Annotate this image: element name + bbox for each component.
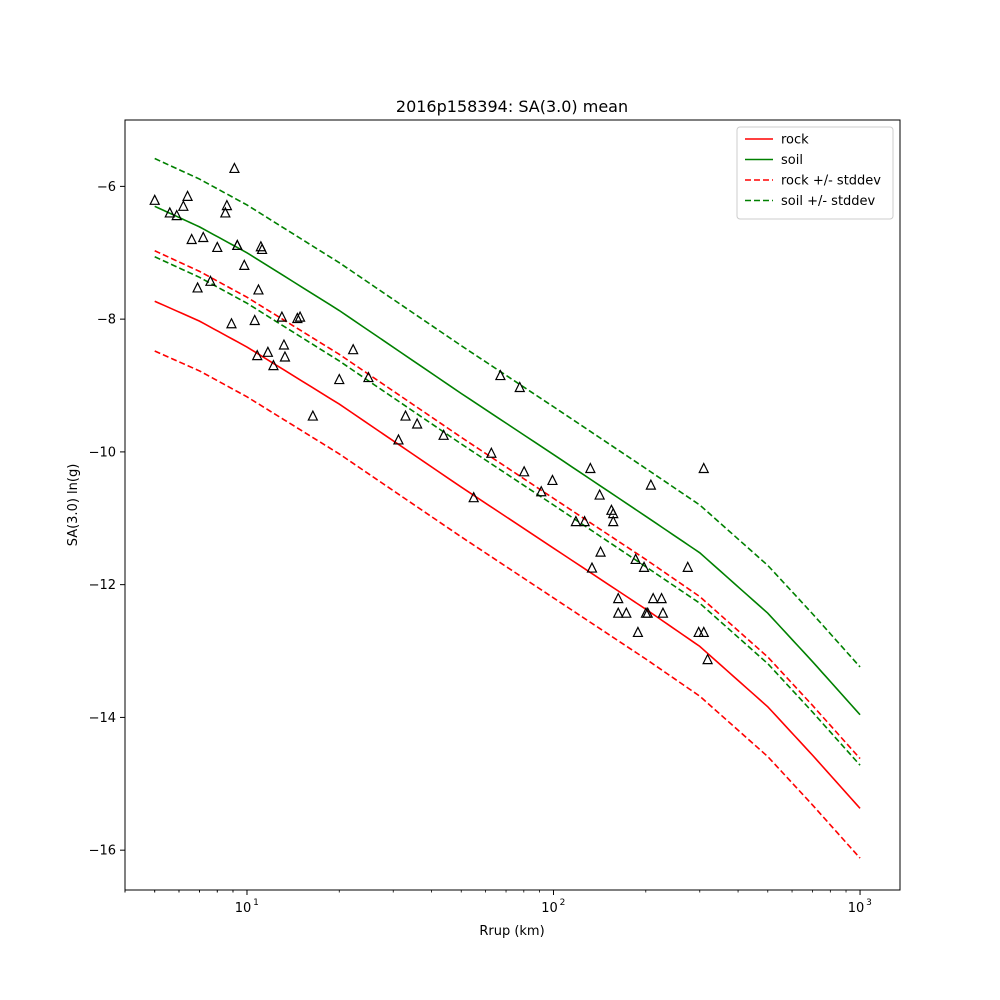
legend-label-soil-stddev: soil +/- stddev bbox=[781, 194, 876, 209]
observation-point bbox=[256, 243, 268, 255]
y-axis: −6 −8 −10 −12 −14 −16 bbox=[89, 180, 125, 859]
legend-label-rock: rock bbox=[781, 133, 809, 148]
observation-point bbox=[698, 462, 710, 474]
observation-point bbox=[249, 314, 261, 326]
observation-point bbox=[607, 515, 619, 527]
observation-point bbox=[594, 488, 606, 500]
observation-point bbox=[171, 209, 183, 221]
observation-point bbox=[362, 371, 374, 383]
observation-point bbox=[620, 606, 632, 618]
observation-point bbox=[485, 446, 497, 458]
series-line-rock-stddev-3 bbox=[154, 350, 861, 859]
observation-point bbox=[231, 239, 243, 251]
observation-point bbox=[192, 281, 204, 293]
observation-point bbox=[630, 553, 642, 565]
x-tick-exponent: 3 bbox=[866, 898, 872, 908]
series-line-soil-1 bbox=[154, 205, 861, 716]
observation-point bbox=[400, 409, 411, 421]
observation-point bbox=[702, 653, 714, 665]
observation-point bbox=[656, 592, 668, 604]
observation-point bbox=[225, 317, 237, 329]
y-tick-label: −6 bbox=[97, 180, 116, 195]
observation-point bbox=[262, 345, 274, 357]
observation-point bbox=[612, 606, 624, 618]
y-tick-label: −8 bbox=[97, 313, 116, 328]
observation-point bbox=[514, 381, 526, 393]
observation-point bbox=[333, 373, 345, 385]
observation-point bbox=[546, 474, 558, 486]
observation-point bbox=[392, 433, 404, 445]
legend-label-soil: soil bbox=[781, 153, 803, 168]
observation-point bbox=[468, 491, 480, 503]
observation-point bbox=[197, 231, 209, 243]
observation-point bbox=[279, 350, 291, 362]
observation-point bbox=[347, 343, 359, 355]
observation-point bbox=[579, 515, 591, 527]
series-line-soil-stddev-5 bbox=[154, 256, 861, 766]
observation-point bbox=[204, 274, 216, 286]
legend-label-rock-stddev: rock +/- stddev bbox=[781, 174, 881, 189]
observation-point bbox=[307, 409, 319, 421]
observation-point bbox=[211, 241, 223, 253]
observation-point bbox=[221, 199, 233, 211]
legend-box bbox=[736, 126, 894, 220]
observation-point bbox=[219, 206, 231, 218]
x-tick-exponent: 1 bbox=[253, 898, 259, 908]
observation-point bbox=[570, 515, 582, 527]
observation-point bbox=[186, 233, 198, 245]
observation-point bbox=[535, 485, 547, 497]
observation-point bbox=[612, 592, 624, 604]
legend: rock soil rock +/- stddev soil +/- stddev bbox=[736, 126, 894, 220]
observation-point bbox=[228, 162, 240, 174]
observation-point bbox=[698, 626, 710, 638]
observation-point bbox=[657, 606, 669, 618]
observation-point bbox=[584, 462, 596, 474]
observation-point bbox=[682, 561, 694, 572]
observation-point bbox=[251, 349, 263, 361]
observation-point bbox=[177, 199, 189, 211]
x-tick-label: 10 bbox=[848, 901, 865, 916]
y-axis-label: SA(3.0) ln(g) bbox=[66, 464, 81, 547]
x-tick-exponent: 2 bbox=[560, 898, 566, 908]
observation-point bbox=[642, 606, 654, 618]
observation-point bbox=[164, 206, 176, 218]
observation-point bbox=[411, 417, 423, 429]
observation-point bbox=[645, 478, 657, 490]
observation-point bbox=[238, 259, 250, 270]
observation-point bbox=[252, 283, 264, 295]
x-axis: 10 1 10 2 10 3 bbox=[124, 890, 872, 916]
observation-markers bbox=[149, 162, 714, 665]
observation-point bbox=[647, 592, 659, 604]
observation-point bbox=[291, 312, 303, 324]
y-tick-label: −10 bbox=[89, 445, 116, 460]
series-layer bbox=[154, 157, 861, 859]
y-tick-label: −14 bbox=[89, 711, 116, 726]
chart-title: 2016p158394: SA(3.0) mean bbox=[396, 97, 628, 116]
observation-point bbox=[638, 561, 650, 572]
observation-point bbox=[182, 189, 194, 201]
series-line-rock-stddev-2 bbox=[154, 250, 861, 760]
series-line-soil-stddev-4 bbox=[154, 157, 861, 668]
observation-point bbox=[607, 507, 619, 519]
y-tick-label: −16 bbox=[89, 844, 116, 859]
x-tick-label: 10 bbox=[541, 901, 558, 916]
observation-point bbox=[632, 626, 644, 638]
observation-point bbox=[278, 338, 290, 350]
observation-point bbox=[494, 369, 506, 381]
observation-point bbox=[267, 359, 279, 371]
plot-frame bbox=[124, 119, 901, 891]
y-tick-label: −12 bbox=[89, 578, 116, 593]
series-line-rock-0 bbox=[154, 300, 861, 809]
observation-point bbox=[438, 428, 450, 440]
x-tick-label: 10 bbox=[235, 901, 252, 916]
observation-point bbox=[149, 193, 161, 205]
observation-point bbox=[586, 561, 598, 573]
observation-point bbox=[276, 310, 288, 322]
x-axis-label: Rrup (km) bbox=[479, 924, 544, 939]
observation-point bbox=[294, 310, 306, 322]
observation-point bbox=[595, 545, 607, 557]
observation-point bbox=[518, 465, 530, 477]
